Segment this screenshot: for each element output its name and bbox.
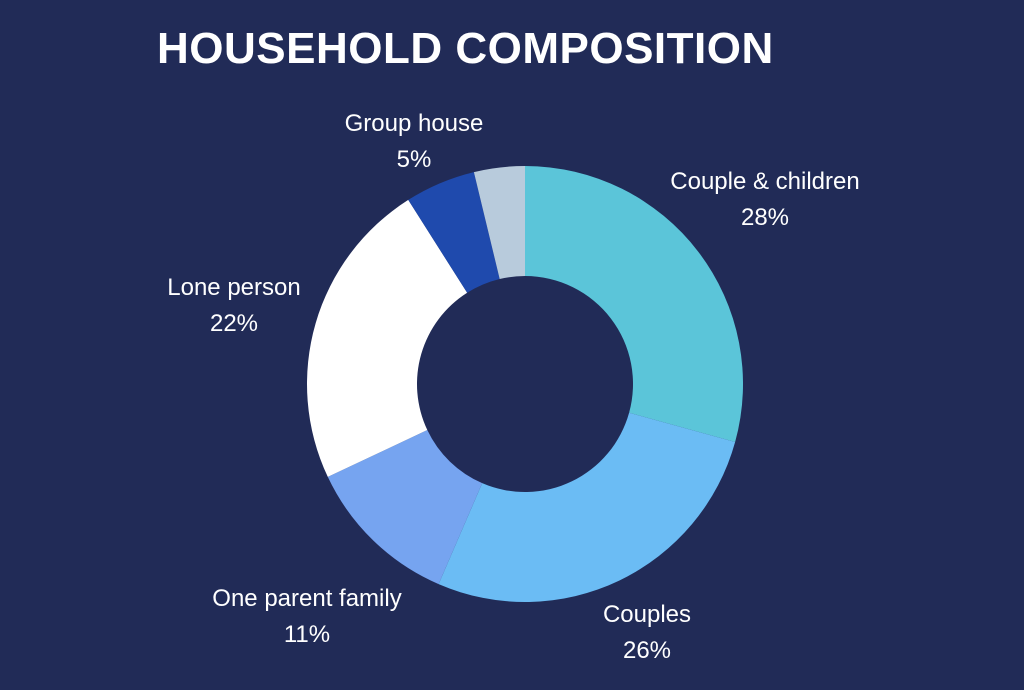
chart-title: HOUSEHOLD COMPOSITION (157, 24, 774, 73)
slice-label: One parent family (212, 585, 401, 612)
slice-label: Group house (345, 110, 484, 137)
slice-value-label: 26% (623, 637, 671, 664)
slice-label: Lone person (167, 274, 300, 301)
slice-value-label: 22% (210, 310, 258, 337)
donut-slice-group-house (408, 172, 500, 293)
donut-slice-unlabeled (473, 166, 525, 280)
donut-slice-couples (438, 412, 736, 602)
slice-value-label: 28% (741, 204, 789, 231)
donut-slice-one-parent-family (327, 430, 483, 585)
donut-slice-couple-children (525, 166, 743, 443)
slice-label: Couple & children (670, 168, 859, 195)
donut-slice-lone-person (307, 199, 468, 477)
slice-value-label: 11% (284, 621, 330, 648)
slice-label: Couples (603, 601, 691, 628)
slice-value-label: 5% (397, 146, 432, 173)
